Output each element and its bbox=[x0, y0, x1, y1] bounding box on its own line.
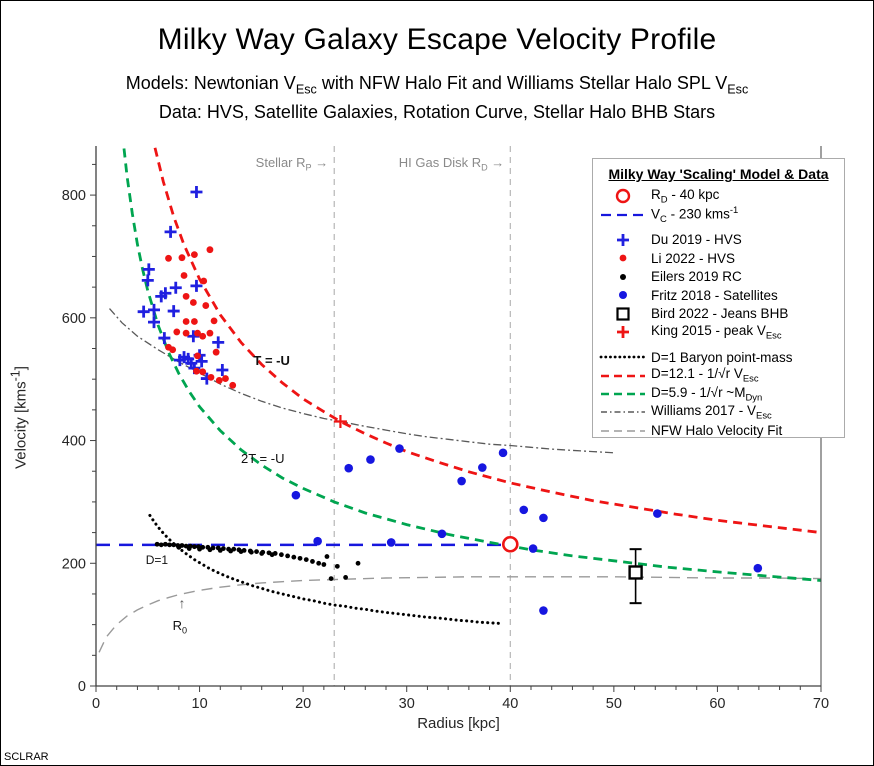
y-tick-label: 0 bbox=[78, 679, 86, 695]
x-tick-label: 70 bbox=[813, 696, 829, 712]
legend-item-label: NFW Halo Velocity Fit bbox=[651, 423, 783, 439]
x-tick-label: 50 bbox=[606, 696, 622, 712]
x-tick-label: 10 bbox=[192, 696, 208, 712]
legend-item-label: D=1 Baryon point-mass bbox=[651, 349, 793, 365]
curve-williams2017 bbox=[109, 308, 614, 454]
legend-swatch-plus bbox=[617, 233, 629, 246]
legend-item-label: VC - 230 kms-1 bbox=[651, 204, 739, 225]
legend-item: Fritz 2018 - Satellites bbox=[593, 286, 844, 304]
legend-item-label: RD - 40 kpc bbox=[651, 186, 720, 206]
annotation: D=1 bbox=[145, 553, 169, 568]
y-axis-title: Velocity [kms-1] bbox=[8, 366, 30, 469]
marker-rd_marker bbox=[501, 535, 519, 553]
watermark-text: SCLRAR bbox=[4, 751, 49, 763]
y-tick-label: 400 bbox=[62, 434, 86, 450]
legend-item-label: Fritz 2018 - Satellites bbox=[651, 287, 778, 303]
y-tick-label: 800 bbox=[62, 188, 86, 204]
legend-item-label: Bird 2022 - Jeans BHB bbox=[651, 306, 789, 322]
legend-item-label: Eilers 2019 RC bbox=[651, 269, 742, 285]
legend-item-label: Du 2019 - HVS bbox=[651, 232, 742, 248]
legend-swatch-dot bbox=[619, 254, 627, 262]
curve-nfw bbox=[98, 576, 821, 653]
series-fritz2018 bbox=[291, 444, 763, 615]
vline-label: HI Gas Disk RD → bbox=[398, 155, 505, 173]
legend-item: NFW Halo Velocity Fit bbox=[593, 422, 844, 440]
legend-item-label: King 2015 - peak VEsc bbox=[651, 322, 782, 342]
legend-swatch-dot bbox=[620, 273, 626, 280]
legend-swatch-line bbox=[601, 213, 645, 216]
chart-subtitle-data: Data: HVS, Satellite Galaxies, Rotation … bbox=[158, 102, 716, 122]
legend-swatch-plus bbox=[617, 325, 629, 338]
legend-item-label: D=12.1 - 1/√r VEsc bbox=[651, 366, 759, 386]
series-li2022 bbox=[165, 246, 237, 389]
legend-item: Williams 2017 - VEsc bbox=[593, 403, 844, 422]
annotation: T = -U bbox=[253, 353, 290, 369]
annotation: ↑ bbox=[178, 595, 186, 612]
legend-item: Du 2019 - HVS bbox=[593, 231, 844, 249]
marker-king2015 bbox=[333, 415, 347, 429]
chart-title: Milky Way Galaxy Escape Velocity Profile bbox=[157, 23, 717, 56]
series-eilers2019 bbox=[154, 541, 361, 582]
model-curves bbox=[98, 147, 821, 653]
legend-swatch-open-square bbox=[616, 306, 630, 321]
x-tick-label: 30 bbox=[399, 696, 415, 712]
legend-item: D=1 Baryon point-mass bbox=[593, 348, 844, 366]
legend-swatch-open-circle bbox=[615, 188, 631, 204]
annotation: R0 bbox=[172, 618, 188, 636]
legend-swatch-line bbox=[601, 411, 645, 414]
legend-item: VC - 230 kms-1 bbox=[593, 204, 844, 225]
legend-item: Li 2022 - HVS bbox=[593, 249, 844, 267]
legend-box: Milky Way 'Scaling' Model & Data RD - 40… bbox=[592, 158, 845, 438]
legend-item: Eilers 2019 RC bbox=[593, 268, 844, 286]
x-axis-title: Radius [kpc] bbox=[417, 715, 500, 732]
vline-label: Stellar RP → bbox=[255, 155, 329, 173]
legend-item: D=12.1 - 1/√r VEsc bbox=[593, 366, 844, 386]
y-tick-label: 200 bbox=[62, 556, 86, 572]
y-tick-label: 600 bbox=[62, 311, 86, 327]
legend-swatch-line bbox=[601, 430, 645, 432]
x-tick-label: 0 bbox=[92, 696, 100, 712]
chart-subtitle-models: Models: Newtonian VEsc with NFW Halo Fit… bbox=[125, 73, 749, 97]
legend-item-label: Williams 2017 - VEsc bbox=[651, 403, 772, 422]
x-tick-label: 40 bbox=[502, 696, 518, 712]
marker-bird2022 bbox=[628, 548, 643, 605]
legend-item-label: D=5.9 - 1/√r ~MDyn bbox=[651, 384, 763, 404]
annotation: 2T = -U bbox=[241, 450, 285, 466]
axes: 0 10 20 30 40 50 60 70 0 200 400 600 800 bbox=[62, 146, 829, 712]
legend-item: RD - 40 kpc bbox=[593, 186, 844, 206]
legend-item-label: Li 2022 - HVS bbox=[651, 250, 736, 266]
curve-d121 bbox=[153, 147, 821, 534]
legend-item: D=5.9 - 1/√r ~MDyn bbox=[593, 385, 844, 403]
legend-swatch-line bbox=[601, 374, 645, 378]
x-tick-label: 20 bbox=[295, 696, 311, 712]
legend-swatch-line bbox=[599, 355, 647, 359]
series-du2019 bbox=[137, 186, 229, 385]
legend-swatch-line bbox=[601, 392, 645, 396]
legend-swatch-dot bbox=[619, 291, 627, 300]
x-tick-label: 60 bbox=[709, 696, 725, 712]
legend-item: King 2015 - peak VEsc bbox=[593, 323, 844, 341]
legend-item: Bird 2022 - Jeans BHB bbox=[593, 304, 844, 322]
curve-d1 bbox=[148, 513, 502, 625]
legend-title: Milky Way 'Scaling' Model & Data bbox=[608, 166, 829, 182]
